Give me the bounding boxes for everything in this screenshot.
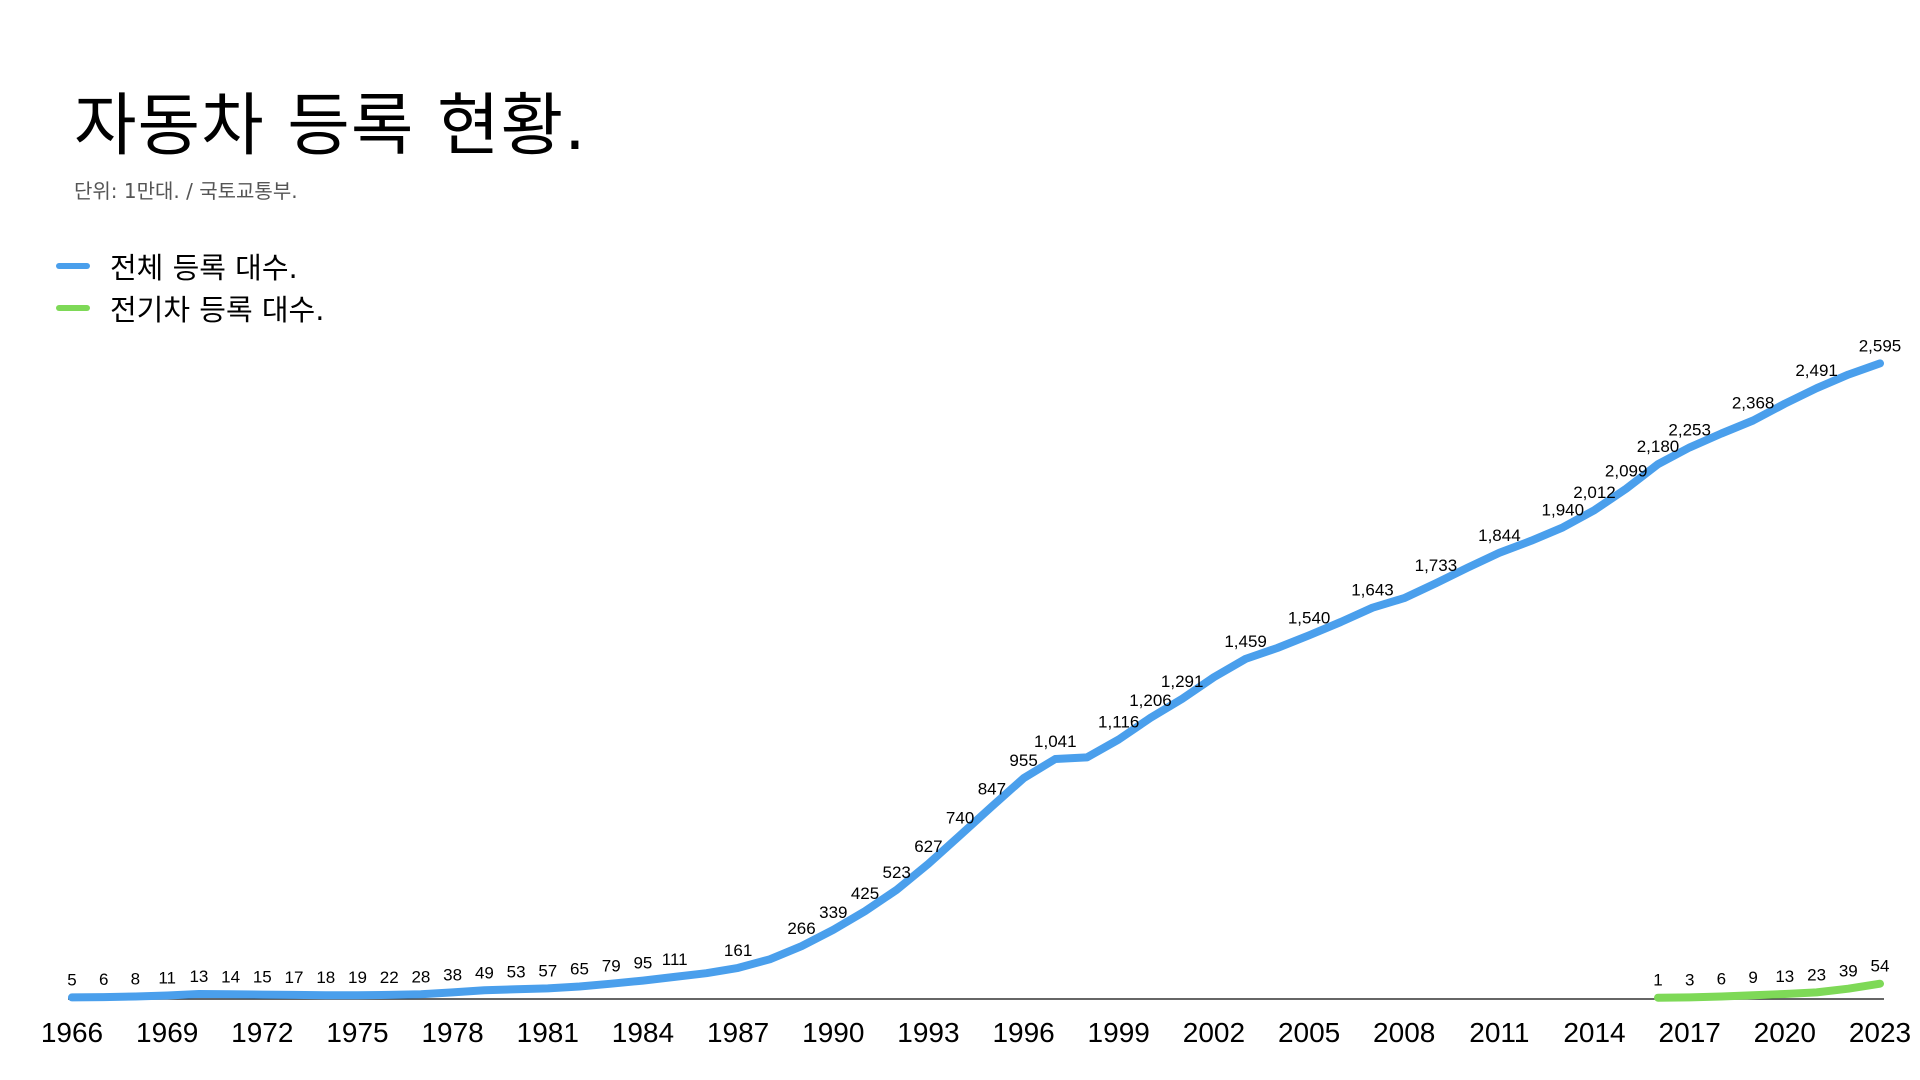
data-label: 847: [978, 779, 1006, 798]
data-label: 13: [1775, 967, 1794, 986]
data-label: 28: [411, 967, 430, 986]
data-label: 5: [67, 970, 76, 989]
data-label: 2,180: [1637, 437, 1680, 456]
data-label: 627: [914, 837, 942, 856]
x-tick-label: 1969: [136, 1017, 198, 1048]
data-label: 6: [1717, 970, 1726, 989]
series-line-1: [68, 359, 1884, 1002]
data-label: 740: [946, 808, 974, 827]
x-tick-label: 2020: [1754, 1017, 1816, 1048]
legend-item-total: 전체 등록 대수.: [56, 245, 324, 287]
data-label: 53: [507, 962, 526, 981]
data-label: 523: [883, 863, 911, 882]
data-label: 39: [1839, 962, 1858, 981]
data-label: 266: [787, 919, 815, 938]
x-tick-label: 2008: [1373, 1017, 1435, 1048]
x-tick-label: 1999: [1088, 1017, 1150, 1048]
x-tick-label: 1993: [897, 1017, 959, 1048]
legend-swatch-total: [56, 263, 90, 269]
x-tick-label: 2014: [1563, 1017, 1625, 1048]
data-label: 2,595: [1859, 336, 1902, 355]
data-label: 38: [443, 965, 462, 984]
data-label: 1,041: [1034, 732, 1077, 751]
data-label: 79: [602, 957, 621, 976]
data-label: 49: [475, 963, 494, 982]
data-label: 1,540: [1288, 608, 1331, 627]
legend-label-ev: 전기차 등록 대수.: [110, 293, 325, 327]
data-label: 8: [131, 970, 140, 989]
legend-label-total: 전체 등록 대수.: [110, 251, 298, 285]
x-tick-label: 2011: [1469, 1017, 1529, 1048]
data-label: 3: [1685, 970, 1694, 989]
data-label: 22: [380, 968, 399, 987]
x-tick-label: 1984: [612, 1017, 674, 1048]
data-label: 14: [221, 967, 240, 986]
series-line-2: [1654, 979, 1884, 1002]
data-label: 95: [633, 954, 652, 973]
x-tick-label: 1978: [421, 1017, 483, 1048]
data-label: 23: [1807, 965, 1826, 984]
data-label: 19: [348, 968, 367, 987]
data-label: 1,116: [1098, 713, 1139, 732]
data-label: 111: [662, 950, 688, 969]
data-label-layer: 5 6 8 11 13 14 15 17 18 19 22 28 38 49 53 57 65 79 95 111 16…: [67, 336, 1901, 989]
data-label: 2,253: [1668, 420, 1711, 439]
data-label: 57: [538, 961, 557, 980]
data-label: 54: [1871, 957, 1890, 976]
data-label: 11: [158, 969, 176, 988]
data-label: 9: [1748, 968, 1757, 987]
data-label: 17: [285, 968, 304, 987]
data-label: 65: [570, 960, 589, 979]
legend-swatch-ev: [56, 305, 90, 311]
series-layer: [68, 359, 1884, 1002]
data-label: 15: [253, 968, 272, 987]
data-label: 339: [819, 903, 847, 922]
data-label: 2,491: [1795, 361, 1838, 380]
data-label: 161: [724, 941, 752, 960]
legend-item-ev: 전기차 등록 대수.: [56, 287, 324, 329]
data-label: 425: [851, 884, 879, 903]
data-label: 1: [1653, 971, 1662, 990]
data-label: 1,643: [1351, 581, 1394, 600]
data-label: 13: [189, 967, 208, 986]
data-label: 2,099: [1605, 462, 1648, 481]
data-label: 18: [316, 968, 335, 987]
x-tick-label: 1966: [41, 1017, 103, 1048]
x-tick-label: 1981: [517, 1017, 579, 1048]
data-label: 1,459: [1224, 632, 1267, 651]
data-label: 1,733: [1415, 556, 1458, 575]
x-tick-label: 1996: [992, 1017, 1054, 1048]
data-label: 955: [1009, 751, 1037, 770]
chart-legend: 전체 등록 대수. 전기차 등록 대수.: [56, 245, 324, 329]
chart-title: 자동차 등록 현황.: [74, 87, 587, 166]
x-tick-label: 1987: [707, 1017, 769, 1048]
data-label: 6: [99, 970, 108, 989]
x-tick-label: 2002: [1183, 1017, 1245, 1048]
data-label: 2,012: [1573, 483, 1616, 502]
data-label: 1,206: [1129, 691, 1172, 710]
x-tick-layer: 1966 1969 1972 1975 1978 1981 1984 1987 1990 1993…: [41, 1017, 1911, 1048]
x-tick-label: 1990: [802, 1017, 864, 1048]
x-tick-label: 2017: [1659, 1017, 1721, 1048]
x-tick-label: 2005: [1278, 1017, 1340, 1048]
x-tick-label: 1972: [231, 1017, 293, 1048]
x-tick-label: 1975: [326, 1017, 388, 1048]
data-label: 2,368: [1732, 394, 1775, 413]
data-label: 1,291: [1161, 672, 1204, 691]
x-tick-label: 2023: [1849, 1017, 1911, 1048]
chart-subtitle: 단위: 1만대. / 국토교통부.: [74, 179, 298, 203]
data-label: 1,940: [1542, 500, 1585, 519]
data-label: 1,844: [1478, 526, 1521, 545]
